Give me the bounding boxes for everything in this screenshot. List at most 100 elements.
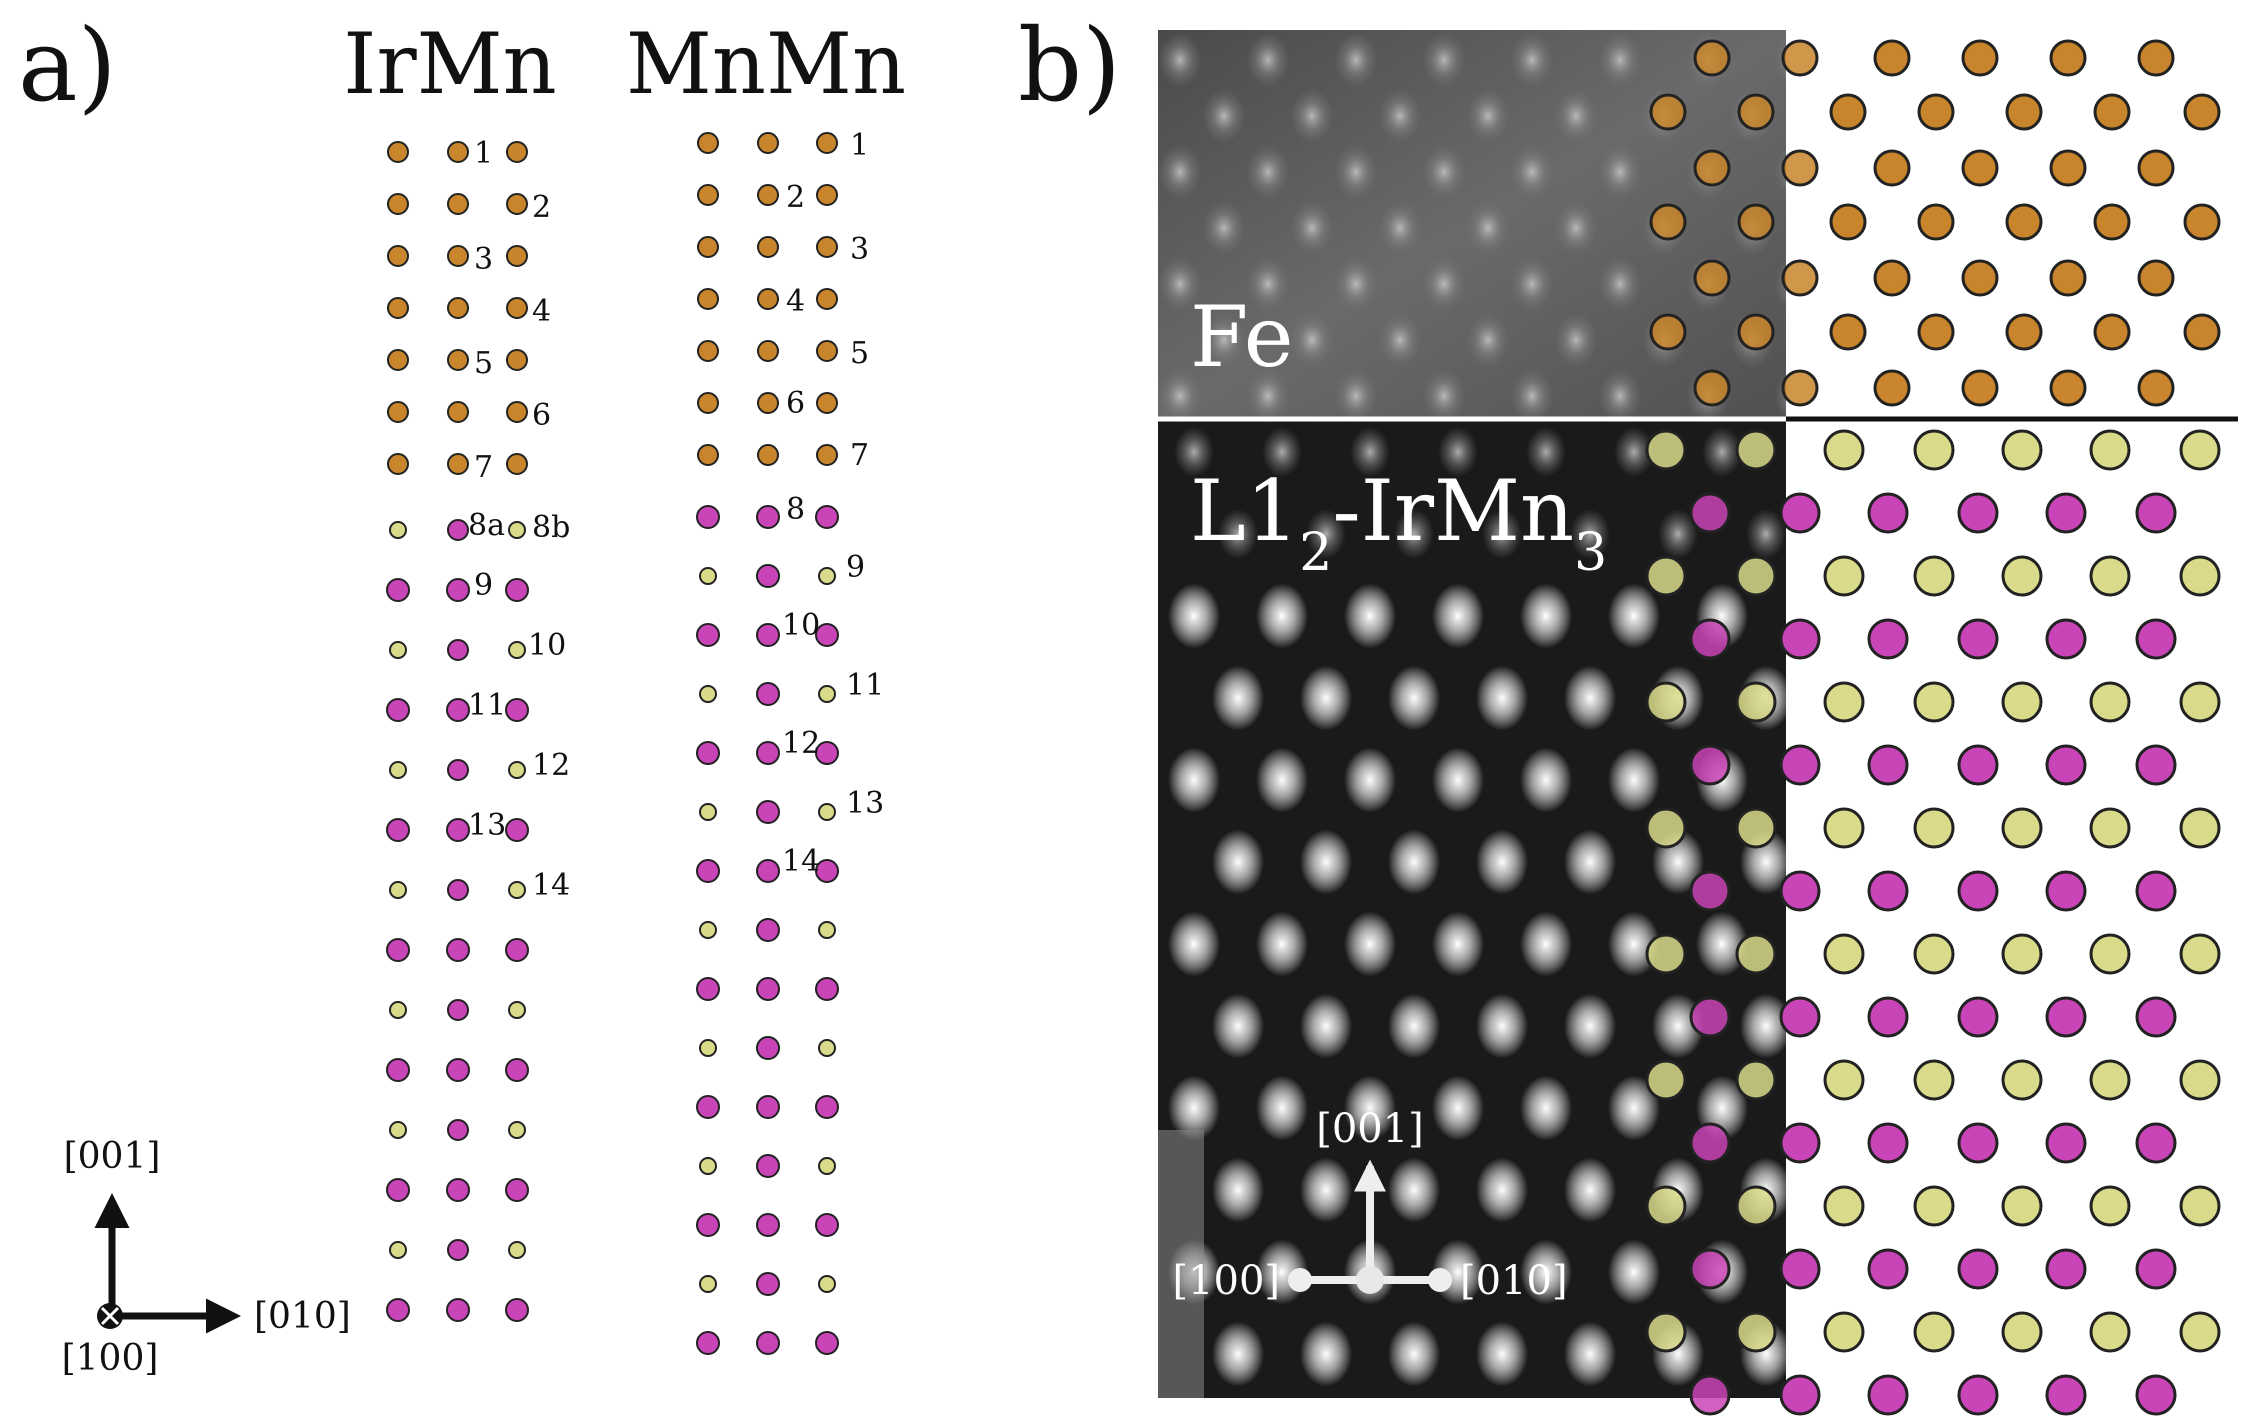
atomic-column-spot <box>1774 35 1786 85</box>
ir-atom <box>1823 933 1865 975</box>
atomic-column-spot <box>1158 144 1202 200</box>
ir-atom <box>1823 1311 1865 1353</box>
fe-atom <box>1693 149 1731 187</box>
mn-atom <box>1867 744 1909 786</box>
fe-atom <box>1781 149 1819 187</box>
fe-atom <box>447 193 469 215</box>
atomic-column-spot <box>1344 747 1396 813</box>
ir-atom <box>2179 681 2221 723</box>
atomic-column-spot <box>1520 911 1572 977</box>
mnmn-layer-number: 2 <box>786 180 805 215</box>
atomic-column-spot <box>1422 368 1466 424</box>
atomic-column-spot <box>1300 1321 1352 1387</box>
atomic-column-spot <box>1388 1321 1440 1387</box>
micrograph-edge-artifact <box>1158 1130 1204 1398</box>
fe-atom <box>2183 203 2221 241</box>
ir-atom <box>1913 807 1955 849</box>
fe-atom <box>757 236 779 258</box>
fe-atom <box>447 245 469 267</box>
fe-atom <box>447 401 469 423</box>
atomic-column-spot <box>1476 993 1528 1059</box>
fe-atom <box>1829 93 1867 131</box>
atomic-column-spot <box>1554 312 1598 368</box>
mnmn-layer-number: 9 <box>846 550 865 585</box>
mn-atom <box>815 741 839 765</box>
fe-atom <box>757 392 779 414</box>
ir-atom <box>1823 555 1865 597</box>
ir-atom <box>389 1241 407 1259</box>
fe-atom <box>697 288 719 310</box>
ir-atom <box>2089 1185 2131 1227</box>
ir-atom <box>508 1241 526 1259</box>
fe-atom <box>2183 313 2221 351</box>
mn-atom <box>756 505 780 529</box>
atomic-column-spot <box>1564 993 1616 1059</box>
atomic-column-spot <box>1300 665 1352 731</box>
mn-atom <box>696 505 720 529</box>
fe-atom <box>1737 93 1775 131</box>
atomic-column-spot <box>1520 1075 1572 1141</box>
fe-atom <box>1737 203 1775 241</box>
fe-atom <box>816 392 838 414</box>
fe-atom <box>1917 93 1955 131</box>
irmn-layer-number: 5 <box>474 346 493 381</box>
mn-atom <box>1867 996 1909 1038</box>
atomic-column-spot <box>1388 1157 1440 1223</box>
mn-atom <box>815 1095 839 1119</box>
irmn-layer-number: 11 <box>468 688 506 723</box>
mn-atom <box>696 623 720 647</box>
irmn-layer-number: 12 <box>532 748 570 783</box>
irmn-layer-number: 9 <box>474 568 493 603</box>
mn-atom <box>1779 996 1821 1038</box>
atomic-column-spot <box>1608 1239 1660 1305</box>
axis-010-label: [010] <box>254 1296 351 1337</box>
atomic-column-spot <box>1344 1075 1396 1141</box>
irmn3-label-sub1: 2 <box>1299 523 1332 583</box>
mnmn-layer-number: 13 <box>846 786 884 821</box>
irmn-layer-number: 8a <box>468 508 505 543</box>
atomic-column-spot <box>1554 200 1598 256</box>
atomic-column-spot <box>1378 312 1422 368</box>
atomic-column-spot <box>1344 583 1396 649</box>
atomic-column-spot <box>1212 665 1264 731</box>
atomic-column-spot <box>1476 665 1528 731</box>
fe-atom <box>757 340 779 362</box>
mn-atom <box>446 698 470 722</box>
mn-atom <box>696 977 720 1001</box>
mn-atom <box>756 800 780 824</box>
atomic-column-spot <box>1394 509 1434 559</box>
atomic-column-spot <box>1598 32 1642 88</box>
fe-atom <box>757 288 779 310</box>
ir-atom <box>1645 1311 1687 1353</box>
irmn-layer-number: 2 <box>532 190 551 225</box>
ir-atom <box>1735 933 1777 975</box>
ir-atom <box>2001 1185 2043 1227</box>
atomic-column-spot <box>1378 200 1422 256</box>
ir-atom <box>699 1157 717 1175</box>
mn-atom <box>2135 1248 2177 1290</box>
atomic-column-spot <box>1212 829 1264 895</box>
fe-atom <box>1961 39 1999 77</box>
ir-atom <box>818 685 836 703</box>
fe-atom <box>2049 369 2087 407</box>
fe-atom <box>697 184 719 206</box>
atomic-column-spot <box>1608 1075 1660 1141</box>
fe-atom <box>1829 203 1867 241</box>
fe-atom <box>697 444 719 466</box>
fe-atom <box>2137 39 2175 77</box>
mnmn-layer-number: 7 <box>850 438 869 473</box>
mn-atom <box>2045 870 2087 912</box>
ir-atom <box>1645 933 1687 975</box>
ir-atom <box>1735 1185 1777 1227</box>
irmn-layer-number: 6 <box>532 398 551 433</box>
mn-atom <box>1957 618 1999 660</box>
mn-atom <box>446 1298 470 1322</box>
irmn3-region-label: L12-IrMn3 <box>1190 462 1607 583</box>
atomic-column-spot <box>1476 829 1528 895</box>
ir-atom <box>699 1275 717 1293</box>
atomic-column-spot <box>1300 829 1352 895</box>
atomic-column-spot <box>1598 144 1642 200</box>
ir-atom <box>1823 429 1865 471</box>
fe-atom <box>2093 313 2131 351</box>
ir-atom <box>1913 681 1955 723</box>
